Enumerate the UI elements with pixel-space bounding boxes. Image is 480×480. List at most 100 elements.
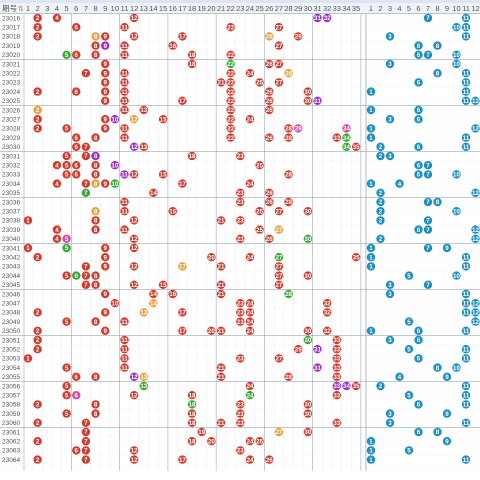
back-ball-number: 11	[463, 291, 470, 298]
period-row[interactable]: 23047 10 14 23 24 32 11 12	[2, 299, 480, 308]
period-row[interactable]: 23042 2 9 20 24 27 35 1 11	[2, 253, 471, 262]
back-ball-number: 6	[417, 162, 421, 169]
period-row[interactable]: 23061 7 19 27 30 6 8	[2, 427, 442, 437]
front-ball-number: 16	[169, 43, 176, 50]
period-row[interactable]: 23019 8 9 11 16 27 6 8	[2, 41, 442, 50]
front-ball	[265, 59, 274, 69]
period-label: 23046	[2, 291, 20, 298]
period-label: 23041	[2, 245, 20, 252]
front-ball-number: 17	[179, 181, 186, 188]
front-number-header: 16	[169, 4, 177, 13]
period-row[interactable]: 23046 9 14 16 21 28 3 11	[2, 289, 471, 299]
period-column-header[interactable]: 期号	[2, 4, 17, 13]
back-number-header: 4	[397, 4, 401, 13]
back-ball-number: 5	[407, 392, 411, 399]
front-ball	[101, 96, 110, 106]
front-ball	[236, 299, 245, 308]
front-ball	[81, 280, 91, 289]
period-row[interactable]: 23063 6 7 12 23 1 5	[2, 446, 414, 455]
period-row[interactable]: 23057 5 6 12 18 24 33 5 11	[2, 391, 471, 400]
front-ball-number: 12	[131, 282, 138, 289]
front-ball	[294, 32, 303, 41]
front-number-header: 9	[103, 4, 107, 13]
period-row[interactable]: 23039 4 8 11 25 27 6 7 12	[2, 225, 480, 234]
period-row[interactable]: 23062 2 7 18 20 24 25 1 9	[2, 437, 452, 446]
back-ball-number: 7	[426, 282, 430, 289]
back-ball	[376, 142, 385, 151]
front-ball	[322, 299, 332, 308]
front-ball	[81, 262, 91, 271]
period-row[interactable]: 23038 1 8 12 21 23 2 7	[2, 216, 433, 225]
front-ball-number: 23	[237, 411, 244, 418]
period-row[interactable]: 23023 9 11 21 22 25 27 6 11	[2, 78, 471, 87]
period-row[interactable]: 23050 2 9 17 20 21 24 30 32 1 6 11	[2, 326, 471, 336]
period-row[interactable]: 23044 5 6 7 8 27 30 5 10	[2, 271, 461, 280]
period-row[interactable]: 23048 2 9 13 17 23 24 32 11 12	[2, 308, 480, 317]
front-ball	[62, 50, 71, 59]
period-row[interactable]: 23058 2 8 18 23 30 6 11	[2, 400, 471, 409]
period-row[interactable]: 23041 1 5 9 12 1 7 9	[2, 243, 452, 253]
period-row[interactable]: 23051 2 11 30 33 3 6	[2, 335, 423, 345]
period-row[interactable]: 23060 2 7 18 21 23 33 3 11	[2, 418, 471, 428]
back-ball-number: 6	[417, 328, 421, 335]
period-row[interactable]: 23059 5 8 18 23 30 3 9	[2, 409, 452, 418]
back-ball	[471, 225, 480, 234]
period-row[interactable]: 23025 9 11 17 22 26 30 31 11 12	[2, 96, 480, 106]
period-row[interactable]: 23064 2 7 12 17 24 26 1 11	[2, 455, 471, 464]
front-ball-number: 26	[266, 107, 273, 114]
period-row[interactable]: 23018 2 8 9 12 17 26 29 3 11	[2, 32, 471, 41]
period-row[interactable]: 23045 7 8 12 15 21 27 3 7	[2, 280, 433, 290]
back-ball-number: 5	[407, 273, 411, 280]
front-ball-number: 9	[103, 34, 107, 41]
period-row[interactable]: 23017 2 6 11 22 27 10 11	[2, 23, 471, 32]
front-ball	[33, 87, 42, 96]
period-row[interactable]: 23055 6 8 12 13 21 28 33 4 9	[2, 372, 452, 382]
front-ball	[33, 13, 42, 23]
front-ball	[129, 170, 139, 179]
front-ball	[226, 23, 235, 32]
period-row[interactable]: 23054 5 11 21 31 33 8 10	[2, 363, 461, 372]
front-ball-number: 33	[333, 365, 340, 372]
back-ball	[461, 391, 471, 400]
period-row[interactable]: 23052 2 11 29 31 33 5 11	[2, 345, 471, 354]
period-row[interactable]: 23056 5 13 24 33 34 35 2 11	[2, 381, 471, 391]
back-ball	[461, 87, 471, 96]
period-row[interactable]: 23026 2 11 13 22 26 1 6	[2, 105, 423, 115]
sort-icon[interactable]: ⇅	[18, 5, 24, 13]
period-row[interactable]: 23029 6 8 11 22 26 28 33 34 1 11	[2, 133, 471, 142]
back-ball-number: 1	[369, 254, 373, 261]
period-row[interactable]: 23040 4 5 12 23 26 30 2 12	[2, 234, 480, 244]
period-row[interactable]: 23031 5 7 8 18 23 2 3	[2, 151, 395, 161]
front-ball	[91, 280, 100, 289]
period-row[interactable]: 23037 8 11 16 25 27 30 2 10	[2, 207, 461, 216]
period-row[interactable]: 23053 1 11 23 27 33 6 11	[2, 354, 471, 363]
back-ball	[461, 289, 471, 299]
period-row[interactable]: 23043 7 9 12 17 21 27 1 11	[2, 262, 471, 271]
period-row[interactable]: 23030 6 7 12 13 34 35 2 6 11	[2, 142, 471, 152]
period-row[interactable]: 23036 11 23 26 28 2 7 8	[2, 197, 442, 207]
period-row[interactable]: 23021 9 18 22 26 27 3 10	[2, 59, 461, 69]
period-row[interactable]: 23028 2 5 9 11 22 28 29 34 1 12	[2, 124, 480, 133]
period-row[interactable]: 23034 4 7 8 9 10 17 24 1 4	[2, 179, 404, 188]
front-ball-number: 14	[150, 300, 157, 307]
front-number-header: 13	[140, 4, 148, 13]
front-ball	[226, 78, 235, 87]
front-ball-number: 15	[160, 282, 167, 289]
header-background	[0, 0, 480, 14]
period-row[interactable]: 23032 4 5 6 8 10 25 6 7	[2, 161, 433, 170]
period-row[interactable]: 23022 7 9 11 22 24 28 8 11	[2, 69, 471, 78]
period-row[interactable]: 23027 2 9 10 12 15 22 24 3 6	[2, 115, 423, 124]
period-row[interactable]: 23035 7 14 23 26 2 12	[2, 188, 480, 198]
period-row[interactable]: 23049 5 8 11 23 24 5 12	[2, 317, 480, 326]
period-row[interactable]: 23033 5 6 8 11 12 15 28 6 7 10	[2, 170, 461, 179]
back-ball-number: 8	[436, 365, 440, 372]
back-ball	[452, 170, 461, 179]
back-ball	[423, 243, 433, 253]
front-ball	[91, 161, 100, 170]
front-ball-number: 11	[121, 43, 128, 50]
period-row[interactable]: 23020 5 6 8 11 18 22 6 7 10	[2, 50, 461, 60]
front-ball	[187, 418, 197, 427]
period-row[interactable]: 23024 2 6 9 11 22 26 30 1 11	[2, 87, 471, 96]
top-scroll-strip[interactable]	[0, 0, 480, 3]
period-row[interactable]: 23016 2 4 12 31 32 7 11	[2, 13, 471, 23]
